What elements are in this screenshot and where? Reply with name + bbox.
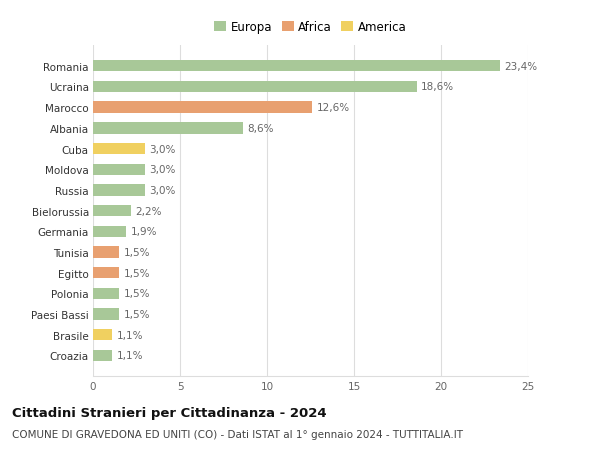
- Text: 1,5%: 1,5%: [124, 309, 150, 319]
- Text: 3,0%: 3,0%: [149, 185, 176, 196]
- Text: 1,9%: 1,9%: [130, 227, 157, 237]
- Text: 2,2%: 2,2%: [136, 206, 162, 216]
- Text: 23,4%: 23,4%: [505, 62, 538, 72]
- Bar: [93, 268, 119, 279]
- Bar: [93, 330, 112, 341]
- Bar: [93, 247, 119, 258]
- Bar: [93, 350, 112, 361]
- Bar: [93, 226, 126, 237]
- Text: 1,5%: 1,5%: [124, 247, 150, 257]
- Bar: [93, 206, 131, 217]
- Text: 1,5%: 1,5%: [124, 268, 150, 278]
- Bar: [93, 102, 312, 113]
- Text: 3,0%: 3,0%: [149, 144, 176, 154]
- Bar: [93, 144, 145, 155]
- Legend: Europa, Africa, America: Europa, Africa, America: [212, 19, 409, 36]
- Text: 8,6%: 8,6%: [247, 123, 274, 134]
- Bar: [93, 61, 500, 72]
- Text: 18,6%: 18,6%: [421, 82, 454, 92]
- Text: 12,6%: 12,6%: [317, 103, 350, 113]
- Bar: [93, 185, 145, 196]
- Text: Cittadini Stranieri per Cittadinanza - 2024: Cittadini Stranieri per Cittadinanza - 2…: [12, 406, 326, 419]
- Bar: [93, 288, 119, 299]
- Text: 1,1%: 1,1%: [116, 330, 143, 340]
- Text: 3,0%: 3,0%: [149, 165, 176, 175]
- Bar: [93, 82, 416, 93]
- Bar: [93, 309, 119, 320]
- Bar: [93, 164, 145, 175]
- Text: COMUNE DI GRAVEDONA ED UNITI (CO) - Dati ISTAT al 1° gennaio 2024 - TUTTITALIA.I: COMUNE DI GRAVEDONA ED UNITI (CO) - Dati…: [12, 429, 463, 439]
- Text: 1,1%: 1,1%: [116, 351, 143, 361]
- Bar: [93, 123, 242, 134]
- Text: 1,5%: 1,5%: [124, 289, 150, 299]
